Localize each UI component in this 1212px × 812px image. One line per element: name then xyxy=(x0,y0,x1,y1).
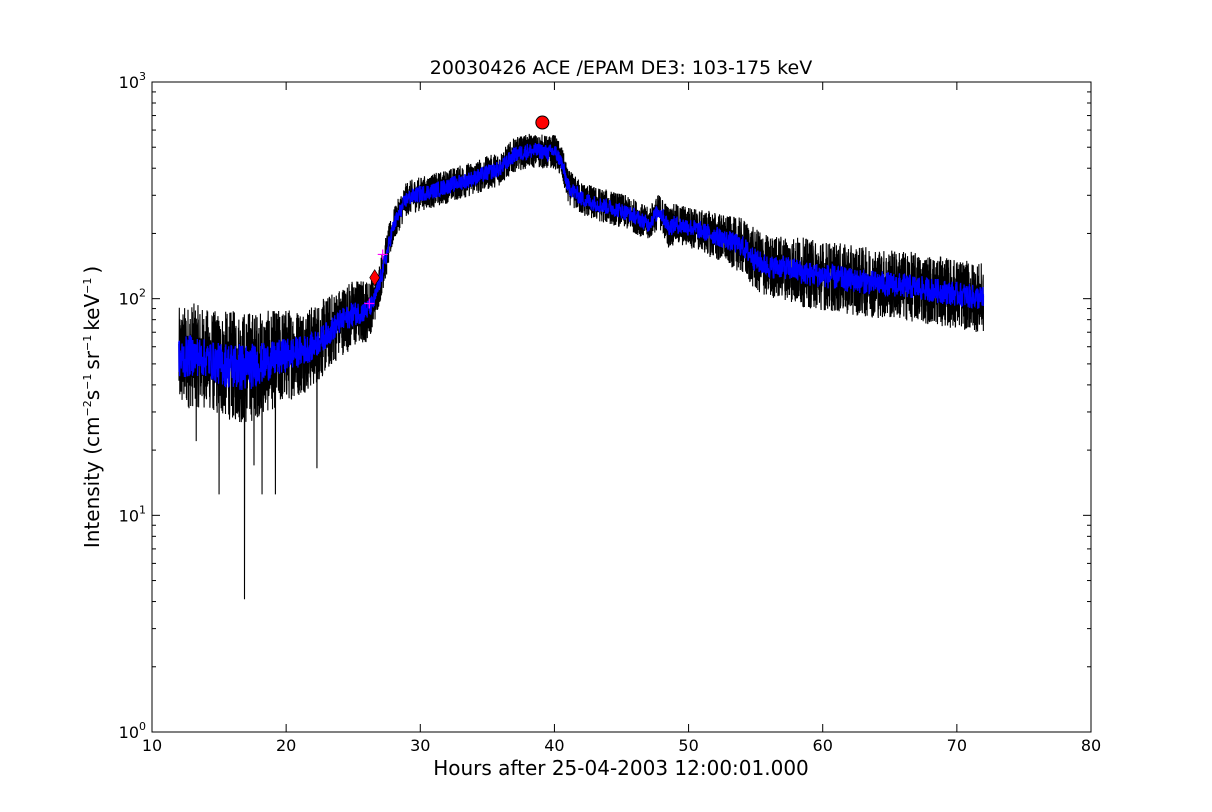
y-label-exp1: −2 xyxy=(81,400,94,416)
fit-point-marker xyxy=(364,298,375,309)
x-tick-label: 60 xyxy=(813,736,833,755)
raw-intensity-line xyxy=(178,133,985,600)
ticks-layer: 10 20 30 40 50 60 70 80 100 101 102 103 xyxy=(119,70,1102,755)
fit-point-marker xyxy=(377,249,388,260)
y-label-mid3: keV xyxy=(80,294,104,331)
y-label-exp4: −1 xyxy=(81,278,94,294)
x-tick-label: 50 xyxy=(678,736,698,755)
y-tick-label: 101 xyxy=(119,503,146,525)
data-layer xyxy=(178,133,985,600)
y-label-prefix: Intensity (cm xyxy=(80,416,104,548)
x-tick-label: 80 xyxy=(1081,736,1101,755)
onset-marker xyxy=(369,269,381,287)
y-tick-label: 102 xyxy=(119,287,146,309)
x-tick-label: 40 xyxy=(544,736,564,755)
y-label-mid2: sr xyxy=(80,350,104,369)
y-tick-label: 100 xyxy=(119,720,146,742)
x-tick-label: 30 xyxy=(410,736,430,755)
y-axis-label: Intensity (cm−2s−1sr−1keV−1) xyxy=(80,266,104,548)
x-tick-label: 70 xyxy=(947,736,967,755)
y-label-exp3: −1 xyxy=(81,335,94,351)
markers-layer xyxy=(364,115,550,309)
y-label-suffix: ) xyxy=(80,266,104,274)
y-label-exp2: −1 xyxy=(81,374,94,390)
x-tick-label: 10 xyxy=(142,736,162,755)
x-axis-label: Hours after 25-04-2003 12:00:01.000 xyxy=(433,756,809,780)
y-label-mid1: s xyxy=(80,390,104,400)
chart-title: 20030426 ACE /EPAM DE3: 103-175 keV xyxy=(430,57,812,79)
y-tick-label: 103 xyxy=(119,70,146,92)
peak-marker xyxy=(535,115,550,130)
smoothed-intensity-line xyxy=(178,143,985,390)
x-tick-label: 20 xyxy=(276,736,296,755)
plot-frame xyxy=(151,81,1092,733)
